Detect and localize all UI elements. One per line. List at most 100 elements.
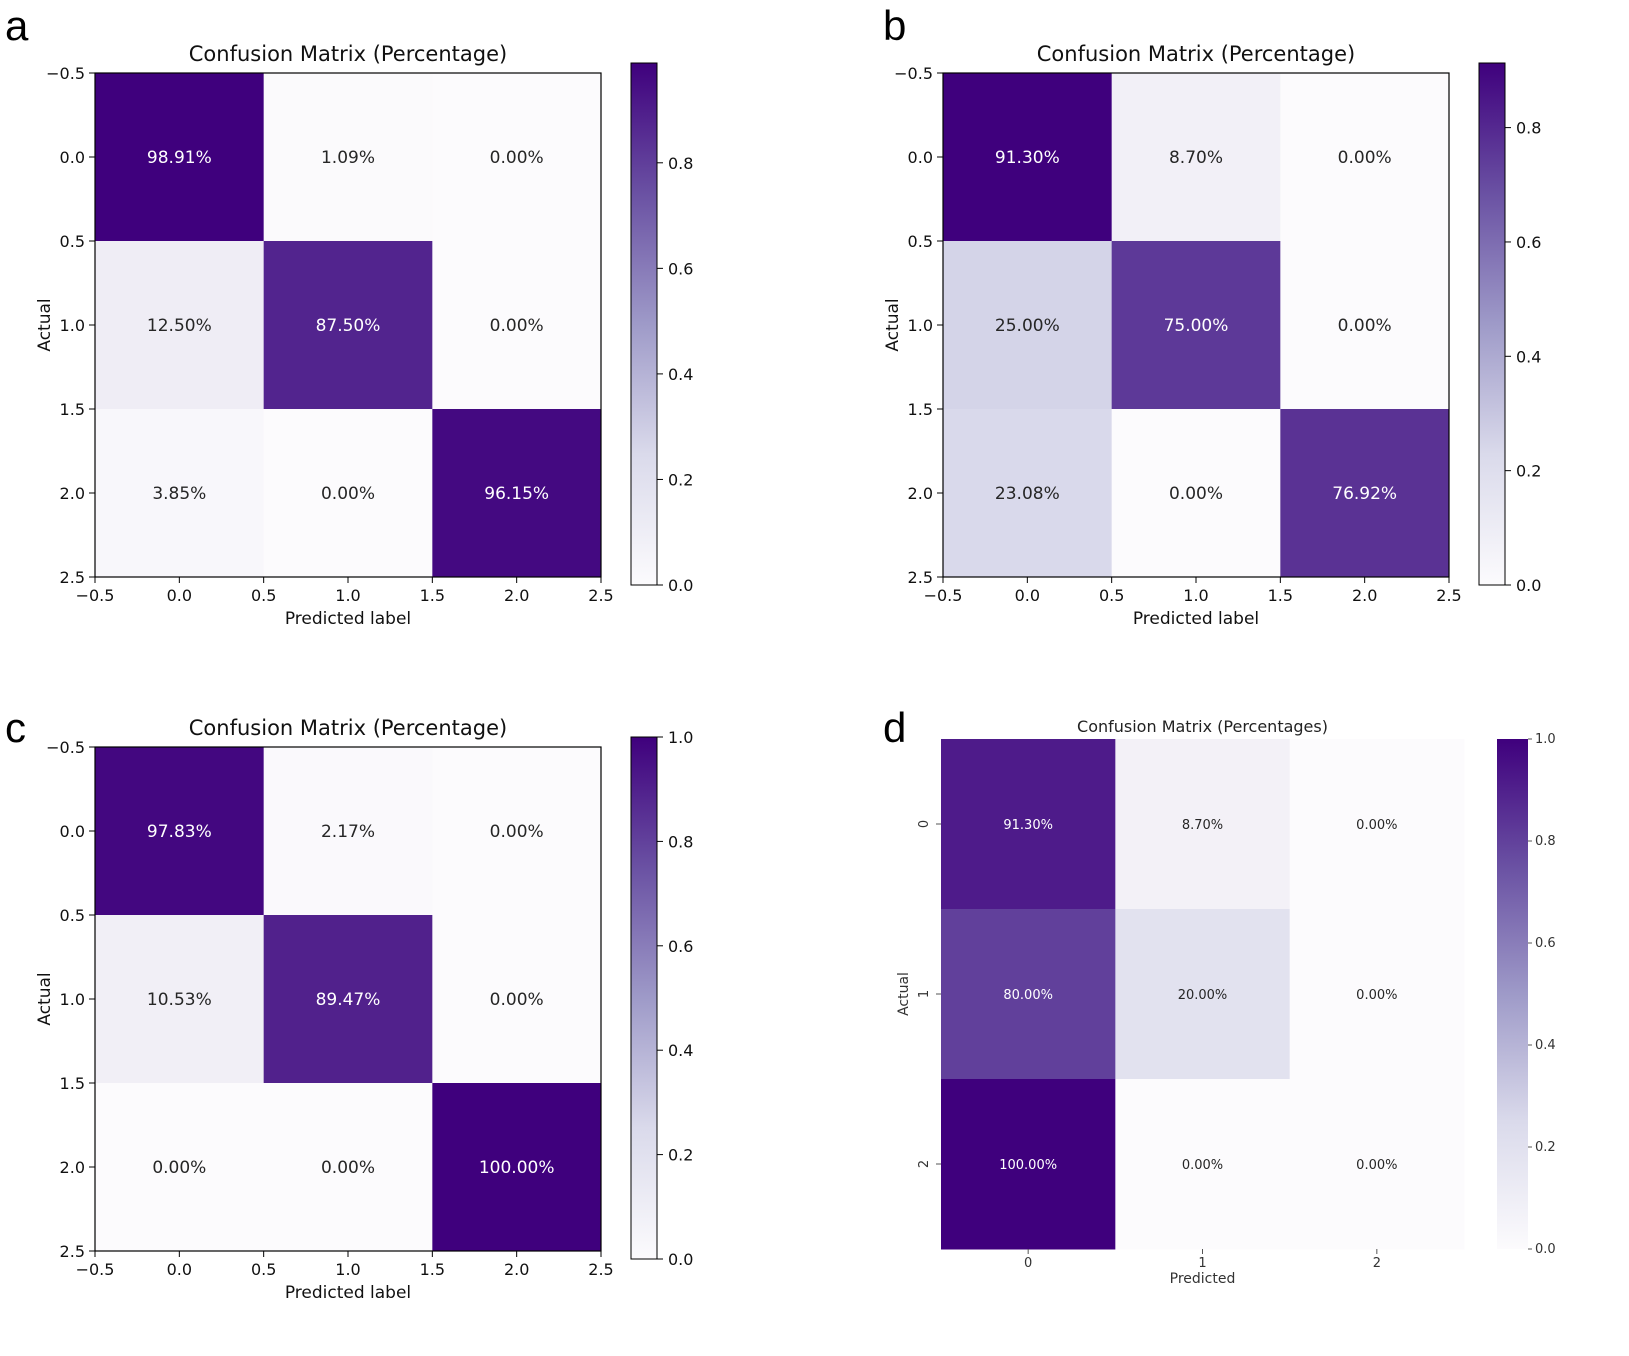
cell-a-2-1 — [263, 409, 433, 578]
cell-b-0-0 — [943, 73, 1113, 242]
cell-d-0-1 — [1115, 739, 1291, 910]
colorbar-tick-label-b-0: 0.0 — [1516, 576, 1541, 595]
y-tick-label-c-4: 1.5 — [60, 1074, 85, 1093]
cell-label-b-1-0: 25.00% — [995, 316, 1060, 336]
cell-label-b-2-2: 76.92% — [1332, 484, 1397, 504]
cell-c-0-2 — [432, 747, 602, 916]
colorbar-tick-label-a-3: 0.6 — [668, 259, 693, 278]
cell-c-2-0 — [95, 1083, 265, 1252]
colorbar-tick-label-d-5: 1.0 — [1535, 732, 1556, 747]
cell-d-2-2 — [1289, 1079, 1465, 1250]
cell-d-0-0 — [941, 739, 1116, 910]
chart-panel-a: 98.91% 1.09% 0.00% 12.50% 87.50% 0.00% 3.85% 0.… — [35, 42, 693, 629]
cell-d-1-1 — [1115, 909, 1291, 1080]
y-tick-label-c-5: 2.0 — [60, 1158, 85, 1177]
cell-label-b-0-2: 0.00% — [1338, 148, 1392, 168]
y-tick-label-d-1: 1 — [917, 990, 932, 998]
x-tick-label-b-3: 1.0 — [1183, 586, 1208, 605]
cell-label-a-2-1: 0.00% — [321, 484, 375, 504]
colorbar-tick-label-b-2: 0.4 — [1516, 347, 1541, 366]
colorbar-tick-label-d-1: 0.2 — [1535, 1140, 1556, 1155]
y-tick-label-a-4: 1.5 — [60, 400, 85, 419]
x-tick-label-c-6: 2.5 — [588, 1260, 613, 1279]
cell-b-1-1 — [1111, 241, 1281, 410]
colorbar-tick-label-a-4: 0.8 — [668, 154, 693, 173]
chart-title-c: Confusion Matrix (Percentage) — [189, 716, 507, 740]
cell-b-2-1 — [1111, 409, 1281, 578]
cell-a-1-0 — [95, 241, 265, 410]
y-tick-label-d-2: 2 — [917, 1160, 932, 1168]
y-axis-label-d: Actual — [896, 972, 912, 1016]
y-tick-label-a-2: 0.5 — [60, 232, 85, 251]
cell-label-b-2-1: 0.00% — [1169, 484, 1223, 504]
x-tick-label-a-1: 0.0 — [167, 586, 192, 605]
colorbar-d — [1497, 739, 1528, 1249]
colorbar-tick-label-b-1: 0.2 — [1516, 462, 1541, 481]
cell-label-d-0-2: 0.00% — [1356, 818, 1397, 833]
x-tick-label-d-1: 1 — [1198, 1256, 1206, 1271]
x-tick-label-b-4: 1.5 — [1268, 586, 1293, 605]
cell-b-1-0 — [943, 241, 1113, 410]
x-tick-label-c-5: 2.0 — [504, 1260, 529, 1279]
cell-b-0-1 — [1111, 73, 1281, 242]
x-tick-label-d-0: 0 — [1024, 1256, 1032, 1271]
cell-b-1-2 — [1280, 241, 1450, 410]
colorbar-tick-label-a-0: 0.0 — [668, 576, 693, 595]
x-tick-label-c-2: 0.5 — [251, 1260, 276, 1279]
cell-label-d-0-1: 8.70% — [1182, 818, 1223, 833]
colorbar-tick-label-d-3: 0.6 — [1535, 936, 1556, 951]
y-tick-label-b-1: 0.0 — [908, 148, 933, 167]
cell-a-0-1 — [263, 73, 433, 242]
cell-label-b-1-2: 0.00% — [1338, 316, 1392, 336]
colorbar-tick-label-d-4: 0.8 — [1535, 834, 1556, 849]
y-tick-label-c-1: 0.0 — [60, 822, 85, 841]
colorbar-tick-label-c-2: 0.4 — [668, 1041, 693, 1060]
cell-d-2-0 — [941, 1079, 1116, 1250]
cell-a-0-2 — [432, 73, 602, 242]
cell-label-a-2-2: 96.15% — [484, 484, 549, 504]
y-tick-label-b-2: 0.5 — [908, 232, 933, 251]
x-tick-label-b-0: −0.5 — [924, 586, 963, 605]
cell-a-1-2 — [432, 241, 602, 410]
cell-c-1-0 — [95, 915, 265, 1084]
x-tick-label-a-0: −0.5 — [76, 586, 115, 605]
cell-label-c-0-2: 0.00% — [490, 822, 544, 842]
cell-label-c-1-0: 10.53% — [147, 990, 212, 1010]
cell-b-2-2 — [1280, 409, 1450, 578]
colorbar-tick-label-c-3: 0.6 — [668, 937, 693, 956]
cell-label-d-2-1: 0.00% — [1182, 1158, 1223, 1173]
cell-label-d-1-2: 0.00% — [1356, 988, 1397, 1003]
cell-c-0-0 — [95, 747, 265, 916]
x-axis-label-c: Predicted label — [285, 1283, 411, 1303]
y-tick-label-a-6: 2.5 — [60, 568, 85, 587]
y-tick-label-c-3: 1.0 — [60, 990, 85, 1009]
cell-label-a-0-0: 98.91% — [147, 148, 212, 168]
y-tick-label-b-3: 1.0 — [908, 316, 933, 335]
cell-c-2-1 — [263, 1083, 433, 1252]
x-tick-label-a-5: 2.0 — [504, 586, 529, 605]
cell-label-d-1-1: 20.00% — [1178, 988, 1228, 1003]
cell-label-d-0-0: 91.30% — [1003, 818, 1053, 833]
y-axis-label-a: Actual — [35, 298, 55, 351]
chart-title-b: Confusion Matrix (Percentage) — [1037, 42, 1355, 66]
cell-label-c-2-2: 100.00% — [479, 1158, 555, 1178]
cell-a-1-1 — [263, 241, 433, 410]
colorbar-tick-label-a-1: 0.2 — [668, 470, 693, 489]
colorbar-c — [630, 736, 658, 1260]
cell-d-0-2 — [1289, 739, 1465, 910]
cell-c-0-1 — [263, 747, 433, 916]
colorbar-tick-label-b-4: 0.8 — [1516, 119, 1541, 138]
x-tick-label-d-2: 2 — [1373, 1256, 1381, 1271]
cell-a-2-2 — [432, 409, 602, 578]
cell-label-a-0-2: 0.00% — [490, 148, 544, 168]
y-tick-label-a-3: 1.0 — [60, 316, 85, 335]
cell-label-c-1-1: 89.47% — [316, 990, 381, 1010]
x-axis-label-d: Predicted — [1170, 1271, 1236, 1287]
panel-letter-c: c — [5, 704, 26, 751]
x-tick-label-a-6: 2.5 — [588, 586, 613, 605]
chart-panel-b: 91.30% 8.70% 0.00% 25.00% 75.00% 0.00% 23.08% 0… — [883, 42, 1541, 629]
colorbar-a — [630, 62, 658, 586]
x-tick-label-c-0: −0.5 — [76, 1260, 115, 1279]
x-tick-label-b-6: 2.5 — [1436, 586, 1461, 605]
